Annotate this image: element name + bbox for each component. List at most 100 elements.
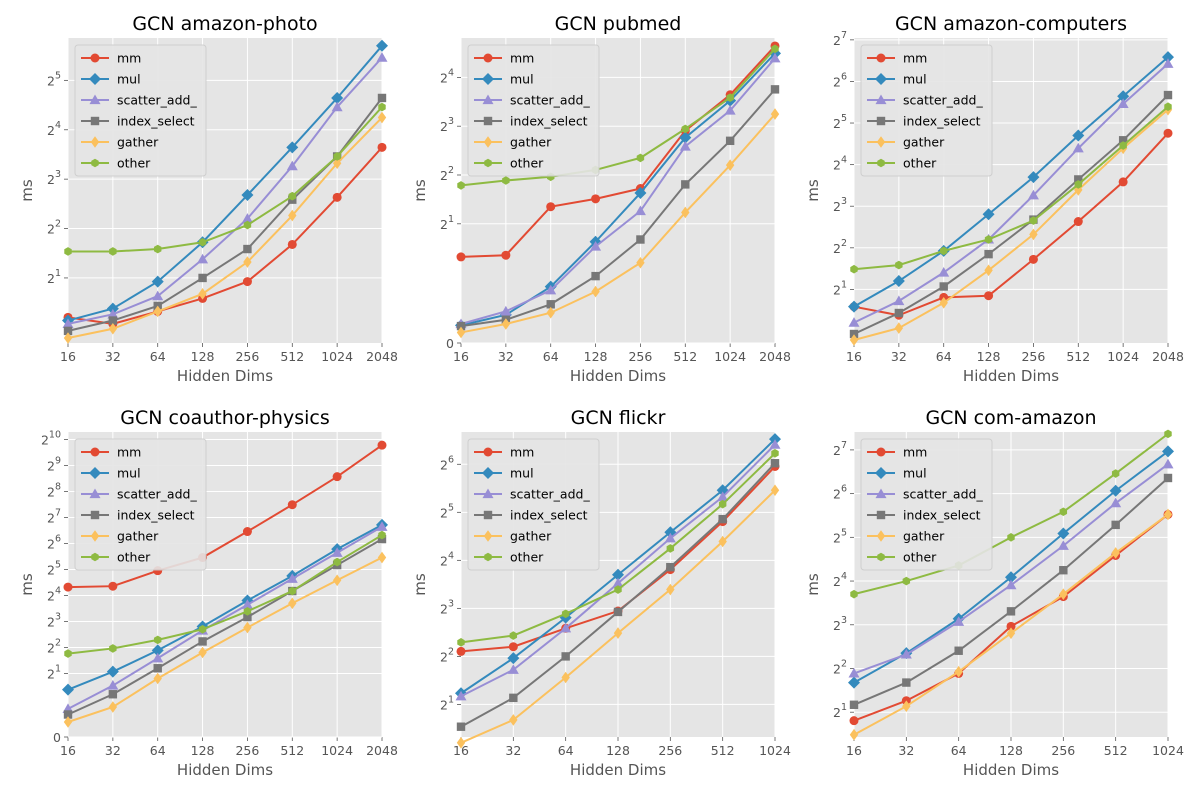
y-tick-label: 24 xyxy=(833,571,847,589)
legend-marker xyxy=(482,73,494,85)
series-other xyxy=(457,44,779,190)
data-point xyxy=(332,157,342,170)
subplot-6: 16 32 64 128 256 512 1024 21 22 23 24 25 26 27 GCN com… xyxy=(804,407,1184,779)
legend-item-gather: gather xyxy=(474,529,552,544)
data-point xyxy=(1057,527,1070,540)
data-point xyxy=(546,202,556,212)
subplot-5: 16 32 64 128 256 512 1024 21 22 23 24 25 26 GCN flick… xyxy=(411,407,791,779)
y-tick-label: 25 xyxy=(440,502,454,520)
data-point xyxy=(984,249,993,259)
x-tick-label: 128 xyxy=(999,743,1023,758)
legend-marker xyxy=(876,136,886,148)
data-point xyxy=(286,573,298,583)
data-point xyxy=(769,439,781,449)
data-point xyxy=(287,239,297,249)
data-point xyxy=(331,91,344,104)
legend-marker xyxy=(90,136,100,148)
data-point xyxy=(457,181,465,190)
data-point xyxy=(1118,177,1128,187)
data-point xyxy=(848,300,860,313)
y-tick-label: 25 xyxy=(833,113,847,131)
x-tick-label: 512 xyxy=(1104,743,1128,758)
legend-item-mm: mm xyxy=(867,445,927,460)
series-gather xyxy=(63,551,387,728)
y-tick-label: 21 xyxy=(833,279,847,297)
legend-marker xyxy=(876,447,886,457)
x-tick-label: 64 xyxy=(558,743,574,758)
y-tick-label: 21 xyxy=(440,214,454,232)
x-tick-label: 1024 xyxy=(321,743,353,758)
y-tick-label: 24 xyxy=(833,155,847,173)
y-tick-label: 26 xyxy=(833,71,847,89)
subplot-1: 16 32 64 128 256 512 1024 2048 21 22 23 24 25 GCN ama… xyxy=(18,13,398,385)
legend-box xyxy=(860,438,993,571)
data-point xyxy=(1029,216,1038,225)
y-tick-label: 25 xyxy=(47,559,61,577)
legend-marker xyxy=(875,73,887,85)
subplot-2: 16 32 64 128 256 512 1024 2048 0 21 22 23 24 GCN pubm… xyxy=(411,13,791,385)
legend-marker xyxy=(89,94,101,105)
legend-item-other: other xyxy=(81,156,151,171)
legend-marker xyxy=(876,116,886,126)
legend-label: mm xyxy=(510,51,534,66)
legend-marker xyxy=(875,94,887,105)
data-point xyxy=(591,194,601,204)
y-tick-label: 21 xyxy=(440,694,454,712)
series-other xyxy=(64,102,386,256)
legend-item-mul: mul xyxy=(81,466,141,481)
data-point xyxy=(109,644,117,653)
x-tick-label: 2048 xyxy=(366,743,398,758)
data-point xyxy=(331,101,343,112)
legend-marker xyxy=(91,552,99,562)
y-tick-label: 28 xyxy=(47,481,61,499)
data-point xyxy=(1162,58,1174,68)
data-point xyxy=(770,459,780,468)
series-line xyxy=(67,556,383,723)
data-point xyxy=(509,631,518,640)
series-line xyxy=(460,52,776,327)
data-point xyxy=(243,606,252,616)
legend-item-mm: mm xyxy=(474,445,534,460)
legend-label: mul xyxy=(117,466,141,481)
data-point xyxy=(106,665,119,678)
data-point xyxy=(333,152,341,161)
data-point xyxy=(1111,469,1120,478)
y-axis-label: ms xyxy=(411,179,429,202)
series-line xyxy=(853,62,1169,324)
data-point xyxy=(634,205,646,216)
data-point xyxy=(893,295,905,306)
data-point xyxy=(850,264,858,274)
data-point xyxy=(560,622,572,633)
data-point xyxy=(378,530,386,540)
x-tick-label: 64 xyxy=(936,349,952,364)
data-point xyxy=(197,253,209,264)
x-tick-label: 128 xyxy=(584,349,608,364)
data-point xyxy=(849,700,859,709)
series-line xyxy=(68,106,383,253)
legend-label: scatter_add_ xyxy=(903,93,983,108)
y-axis-label: ms xyxy=(804,179,822,202)
series-scatter_add_ xyxy=(455,439,781,701)
legend-item-scatter_add_: scatter_add_ xyxy=(867,93,983,108)
data-point xyxy=(664,532,676,543)
y-axis-label: ms xyxy=(18,179,36,202)
legend-label: index_select xyxy=(510,508,588,523)
legend-marker xyxy=(484,552,492,562)
data-point xyxy=(241,213,253,223)
data-point xyxy=(1005,579,1017,590)
series-line xyxy=(853,108,1169,341)
data-point xyxy=(718,535,727,548)
legend-marker xyxy=(483,116,493,126)
legend-box xyxy=(467,438,600,571)
data-point xyxy=(377,440,387,450)
data-point xyxy=(456,321,466,331)
data-point xyxy=(1006,627,1016,639)
data-point xyxy=(108,316,118,325)
y-tick-label: 21 xyxy=(47,663,61,681)
data-point xyxy=(1028,254,1038,264)
chart-title: GCN amazon-photo xyxy=(132,13,317,35)
legend-item-mm: mm xyxy=(867,51,927,66)
legend-label: mul xyxy=(510,466,534,481)
